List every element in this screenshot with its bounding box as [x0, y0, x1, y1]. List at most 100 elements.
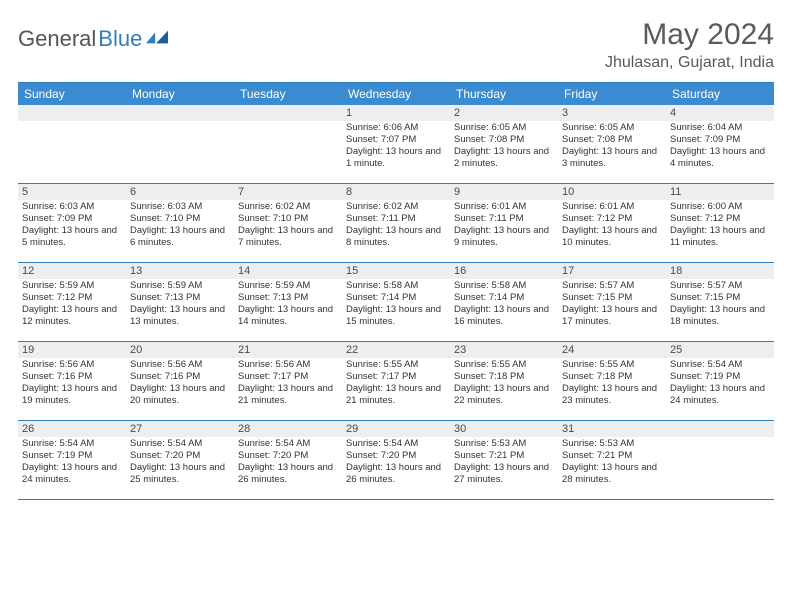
sunrise-line: Sunrise: 5:54 AM: [238, 438, 338, 450]
weekday-header-row: SundayMondayTuesdayWednesdayThursdayFrid…: [18, 83, 774, 105]
daylight-line: Daylight: 13 hours and 2 minutes.: [454, 146, 554, 170]
day-number-row: [234, 105, 342, 121]
day-number-row: [666, 421, 774, 437]
daylight-line: Daylight: 13 hours and 15 minutes.: [346, 304, 446, 328]
sunrise-line: Sunrise: 5:55 AM: [346, 359, 446, 371]
day-number-row: 24: [558, 342, 666, 358]
day-number-row: 6: [126, 184, 234, 200]
weekday-header: Saturday: [666, 83, 774, 105]
sunset-line: Sunset: 7:10 PM: [238, 213, 338, 225]
sunset-line: Sunset: 7:18 PM: [454, 371, 554, 383]
sunrise-line: Sunrise: 6:05 AM: [562, 122, 662, 134]
daylight-line: Daylight: 13 hours and 24 minutes.: [22, 462, 122, 486]
day-number: 19: [22, 344, 34, 356]
weekday-header: Friday: [558, 83, 666, 105]
cell-body: Sunrise: 5:58 AMSunset: 7:14 PMDaylight:…: [342, 279, 450, 330]
day-number: 20: [130, 344, 142, 356]
calendar-cell: 25Sunrise: 5:54 AMSunset: 7:19 PMDayligh…: [666, 342, 774, 420]
weekday-header: Tuesday: [234, 83, 342, 105]
calendar-cell: [666, 421, 774, 499]
cell-body: [18, 121, 126, 177]
day-number: 27: [130, 423, 142, 435]
day-number-row: 14: [234, 263, 342, 279]
day-number-row: 20: [126, 342, 234, 358]
title-block: May 2024 Jhulasan, Gujarat, India: [605, 18, 774, 72]
daylight-line: Daylight: 13 hours and 21 minutes.: [238, 383, 338, 407]
sunrise-line: Sunrise: 5:55 AM: [562, 359, 662, 371]
daylight-line: Daylight: 13 hours and 28 minutes.: [562, 462, 662, 486]
sunrise-line: Sunrise: 6:05 AM: [454, 122, 554, 134]
daylight-line: Daylight: 13 hours and 6 minutes.: [130, 225, 230, 249]
sunrise-line: Sunrise: 5:56 AM: [22, 359, 122, 371]
day-number-row: 4: [666, 105, 774, 121]
sunrise-line: Sunrise: 6:06 AM: [346, 122, 446, 134]
day-number: 2: [454, 107, 460, 119]
day-number-row: 28: [234, 421, 342, 437]
day-number: 17: [562, 265, 574, 277]
calendar-cell: 28Sunrise: 5:54 AMSunset: 7:20 PMDayligh…: [234, 421, 342, 499]
sunrise-line: Sunrise: 5:54 AM: [22, 438, 122, 450]
cell-body: Sunrise: 5:59 AMSunset: 7:12 PMDaylight:…: [18, 279, 126, 330]
cell-body: Sunrise: 5:55 AMSunset: 7:18 PMDaylight:…: [558, 358, 666, 409]
day-number: 4: [670, 107, 676, 119]
calendar-week-row: 12 Sunrise: 5:59 AMSunset: 7:12 PMDayligh…: [18, 263, 774, 342]
sunset-line: Sunset: 7:07 PM: [346, 134, 446, 146]
sunrise-line: Sunrise: 5:56 AM: [130, 359, 230, 371]
day-number: 15: [346, 265, 358, 277]
day-number: 30: [454, 423, 466, 435]
sunset-line: Sunset: 7:20 PM: [238, 450, 338, 462]
cell-body: Sunrise: 6:01 AMSunset: 7:12 PMDaylight:…: [558, 200, 666, 251]
sunset-line: Sunset: 7:10 PM: [130, 213, 230, 225]
calendar-cell: 20Sunrise: 5:56 AMSunset: 7:16 PMDayligh…: [126, 342, 234, 420]
cell-body: Sunrise: 5:56 AMSunset: 7:16 PMDaylight:…: [18, 358, 126, 409]
sunrise-line: Sunrise: 6:01 AM: [562, 201, 662, 213]
calendar-cell: 19 Sunrise: 5:56 AMSunset: 7:16 PMDayligh…: [18, 342, 126, 420]
sunrise-line: Sunrise: 5:59 AM: [238, 280, 338, 292]
day-number-row: 2: [450, 105, 558, 121]
weekday-header: Monday: [126, 83, 234, 105]
calendar-cell: 7Sunrise: 6:02 AMSunset: 7:10 PMDaylight…: [234, 184, 342, 262]
day-number: 12: [22, 265, 34, 277]
sunrise-line: Sunrise: 5:53 AM: [562, 438, 662, 450]
day-number: 3: [562, 107, 568, 119]
cell-body: [666, 437, 774, 493]
daylight-line: Daylight: 13 hours and 11 minutes.: [670, 225, 770, 249]
sunset-line: Sunset: 7:19 PM: [22, 450, 122, 462]
sunset-line: Sunset: 7:09 PM: [22, 213, 122, 225]
day-number-row: 5: [18, 184, 126, 200]
cell-body: Sunrise: 6:00 AMSunset: 7:12 PMDaylight:…: [666, 200, 774, 251]
calendar-cell: 24Sunrise: 5:55 AMSunset: 7:18 PMDayligh…: [558, 342, 666, 420]
cell-body: Sunrise: 5:59 AMSunset: 7:13 PMDaylight:…: [234, 279, 342, 330]
calendar-cell: 17Sunrise: 5:57 AMSunset: 7:15 PMDayligh…: [558, 263, 666, 341]
sunset-line: Sunset: 7:13 PM: [130, 292, 230, 304]
calendar-week-row: 1Sunrise: 6:06 AMSunset: 7:07 PM Daylight…: [18, 105, 774, 184]
day-number: 18: [670, 265, 682, 277]
calendar-cell: 10Sunrise: 6:01 AMSunset: 7:12 PMDayligh…: [558, 184, 666, 262]
sunset-line: Sunset: 7:21 PM: [562, 450, 662, 462]
sunset-line: Sunset: 7:11 PM: [454, 213, 554, 225]
sunset-line: Sunset: 7:18 PM: [562, 371, 662, 383]
day-number: 14: [238, 265, 250, 277]
cell-body: [234, 121, 342, 177]
day-number-row: 1: [342, 105, 450, 121]
calendar-cell: 5Sunrise: 6:03 AMSunset: 7:09 PMDaylight…: [18, 184, 126, 262]
sunrise-line: Sunrise: 6:02 AM: [238, 201, 338, 213]
day-number-row: 27: [126, 421, 234, 437]
calendar-cell: 26Sunrise: 5:54 AMSunset: 7:19 PMDayligh…: [18, 421, 126, 499]
calendar-cell: [18, 105, 126, 183]
sunset-line: Sunset: 7:20 PM: [346, 450, 446, 462]
cell-body: Sunrise: 6:02 AMSunset: 7:11 PMDaylight:…: [342, 200, 450, 251]
sunset-line: Sunset: 7:12 PM: [562, 213, 662, 225]
cell-body: Sunrise: 5:53 AMSunset: 7:21 PMDaylight:…: [558, 437, 666, 488]
cell-body: Sunrise: 6:05 AMSunset: 7:08 PMDaylight:…: [450, 121, 558, 172]
month-title: May 2024: [605, 18, 774, 52]
day-number-row: [126, 105, 234, 121]
cell-body: Sunrise: 5:53 AMSunset: 7:21 PMDaylight:…: [450, 437, 558, 488]
sunrise-line: Sunrise: 5:57 AM: [562, 280, 662, 292]
sunset-line: Sunset: 7:16 PM: [22, 371, 122, 383]
day-number-row: 22: [342, 342, 450, 358]
sunrise-line: Sunrise: 5:56 AM: [238, 359, 338, 371]
calendar-cell: 3Sunrise: 6:05 AMSunset: 7:08 PMDaylight…: [558, 105, 666, 183]
day-number-row: 30: [450, 421, 558, 437]
calendar-cell: 27Sunrise: 5:54 AMSunset: 7:20 PMDayligh…: [126, 421, 234, 499]
